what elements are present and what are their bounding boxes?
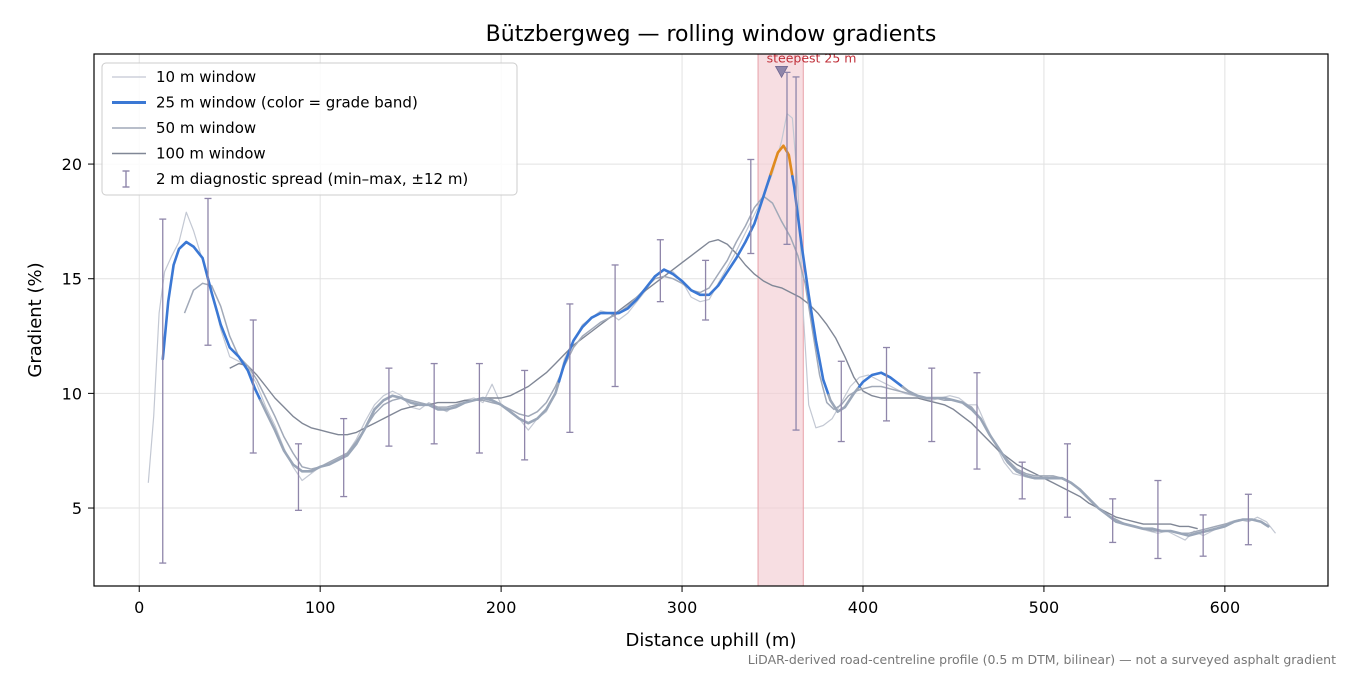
legend-label: 100 m window <box>156 145 266 163</box>
chart-title: Bützbergweg — rolling window gradients <box>486 22 937 47</box>
y-tick-label: 5 <box>72 499 82 518</box>
x-tick-label: 500 <box>1029 598 1060 617</box>
legend-label: 10 m window <box>156 68 256 86</box>
legend-label: 25 m window (color = grade band) <box>156 94 418 112</box>
legend-label: 50 m window <box>156 119 256 137</box>
y-tick-label: 20 <box>62 155 82 174</box>
x-tick-label: 200 <box>486 598 517 617</box>
x-tick-label: 0 <box>134 598 144 617</box>
x-tick-label: 300 <box>667 598 698 617</box>
series-25m-segment <box>791 175 830 397</box>
x-tick-label: 100 <box>305 598 336 617</box>
x-axis-label: Distance uphill (m) <box>626 630 797 651</box>
series-25m-segment <box>161 240 262 402</box>
legend-label: 2 m diagnostic spread (min–max, ±12 m) <box>156 170 468 188</box>
legend: 10 m window 25 m window (color = grade ba… <box>101 62 518 196</box>
series-25m-segment <box>769 144 794 178</box>
axis-ticks: 0 100 200 300 400 500 600 5 10 15 20 <box>62 155 1240 617</box>
footnote: LiDAR-derived road-centreline profile (0… <box>748 652 1336 667</box>
steepest-label: steepest 25 m <box>767 50 857 65</box>
diagnostic-error-bars <box>159 71 1252 564</box>
y-axis-label: Gradient (%) <box>25 262 46 377</box>
series-25m-segment <box>259 380 561 473</box>
y-tick-label: 15 <box>62 270 82 289</box>
y-tick-label: 10 <box>62 384 82 403</box>
series-25m-segment <box>901 385 1270 537</box>
series-25m-segment <box>858 371 905 389</box>
series-100m-line <box>229 239 1198 530</box>
series-lines <box>147 113 1276 541</box>
plot-frame <box>93 53 1329 587</box>
x-tick-label: 400 <box>848 598 879 617</box>
x-tick-label: 600 <box>1210 598 1241 617</box>
legend-box <box>101 62 518 196</box>
series-25m-segment <box>557 172 772 383</box>
